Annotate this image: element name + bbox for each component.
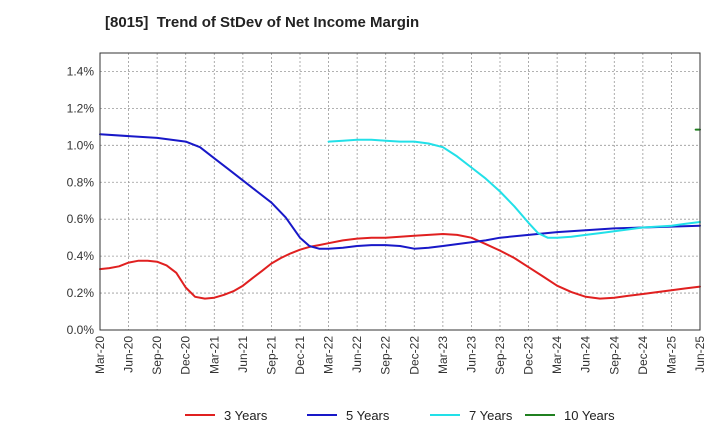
x-tick-label: Sep-22 [379, 336, 393, 375]
legend-label: 7 Years [469, 408, 513, 423]
legend-label: 10 Years [564, 408, 615, 423]
series-line-7-years [327, 138, 701, 239]
x-tick-label: Mar-24 [550, 336, 564, 374]
x-tick-label: Jun-25 [693, 336, 707, 373]
x-tick-label: Jun-24 [579, 336, 593, 373]
x-tick-label: Mar-25 [664, 336, 678, 374]
x-tick-label: Dec-21 [293, 336, 307, 375]
x-tick-label: Mar-21 [207, 336, 221, 374]
series-line-5-years [99, 133, 701, 250]
x-tick-label: Jun-20 [122, 336, 136, 373]
x-tick-label: Sep-23 [493, 336, 507, 375]
series-line-3-years [99, 233, 701, 300]
y-tick-label: 0.0% [67, 323, 95, 337]
x-tick-label: Mar-23 [436, 336, 450, 374]
plot-border [99, 52, 701, 331]
y-tick-label: 0.2% [67, 286, 95, 300]
x-tick-label: Jun-21 [236, 336, 250, 373]
y-tick-label: 1.0% [67, 138, 95, 152]
x-tick-label: Dec-22 [407, 336, 421, 375]
y-tick-label: 0.4% [67, 249, 95, 263]
x-tick-label: Mar-20 [93, 336, 107, 374]
legend-label: 5 Years [346, 408, 390, 423]
y-axis-ticks: 0.0% 0.2% 0.4% 0.6% 0.8% 1.0% 1.2% 1.4% [67, 64, 95, 337]
x-tick-label: Mar-22 [322, 336, 336, 374]
x-tick-label: Sep-24 [607, 336, 621, 375]
x-tick-label: Jun-22 [350, 336, 364, 373]
x-axis-ticks: Mar-20 Jun-20 Sep-20 Dec-20 Mar-21 Jun-21 Sep-… [93, 336, 707, 375]
chart-title: [8015] Trend of StDev of Net Income Marg… [105, 14, 420, 31]
y-tick-label: 0.8% [67, 175, 95, 189]
plot-area [100, 53, 700, 330]
legend-label: 3 Years [224, 408, 268, 423]
legend: 3 Years 5 Years 7 Years 10 Years [185, 408, 615, 423]
y-tick-label: 1.4% [67, 64, 95, 78]
x-tick-label: Dec-20 [179, 336, 193, 375]
x-tick-label: Dec-24 [636, 336, 650, 375]
y-tick-label: 0.6% [67, 212, 95, 226]
x-tick-label: Jun-23 [464, 336, 478, 373]
x-tick-label: Sep-20 [150, 336, 164, 375]
x-tick-label: Sep-21 [264, 336, 278, 375]
y-tick-label: 1.2% [67, 101, 95, 115]
series-layer [99, 128, 701, 300]
x-tick-label: Dec-23 [522, 336, 536, 375]
